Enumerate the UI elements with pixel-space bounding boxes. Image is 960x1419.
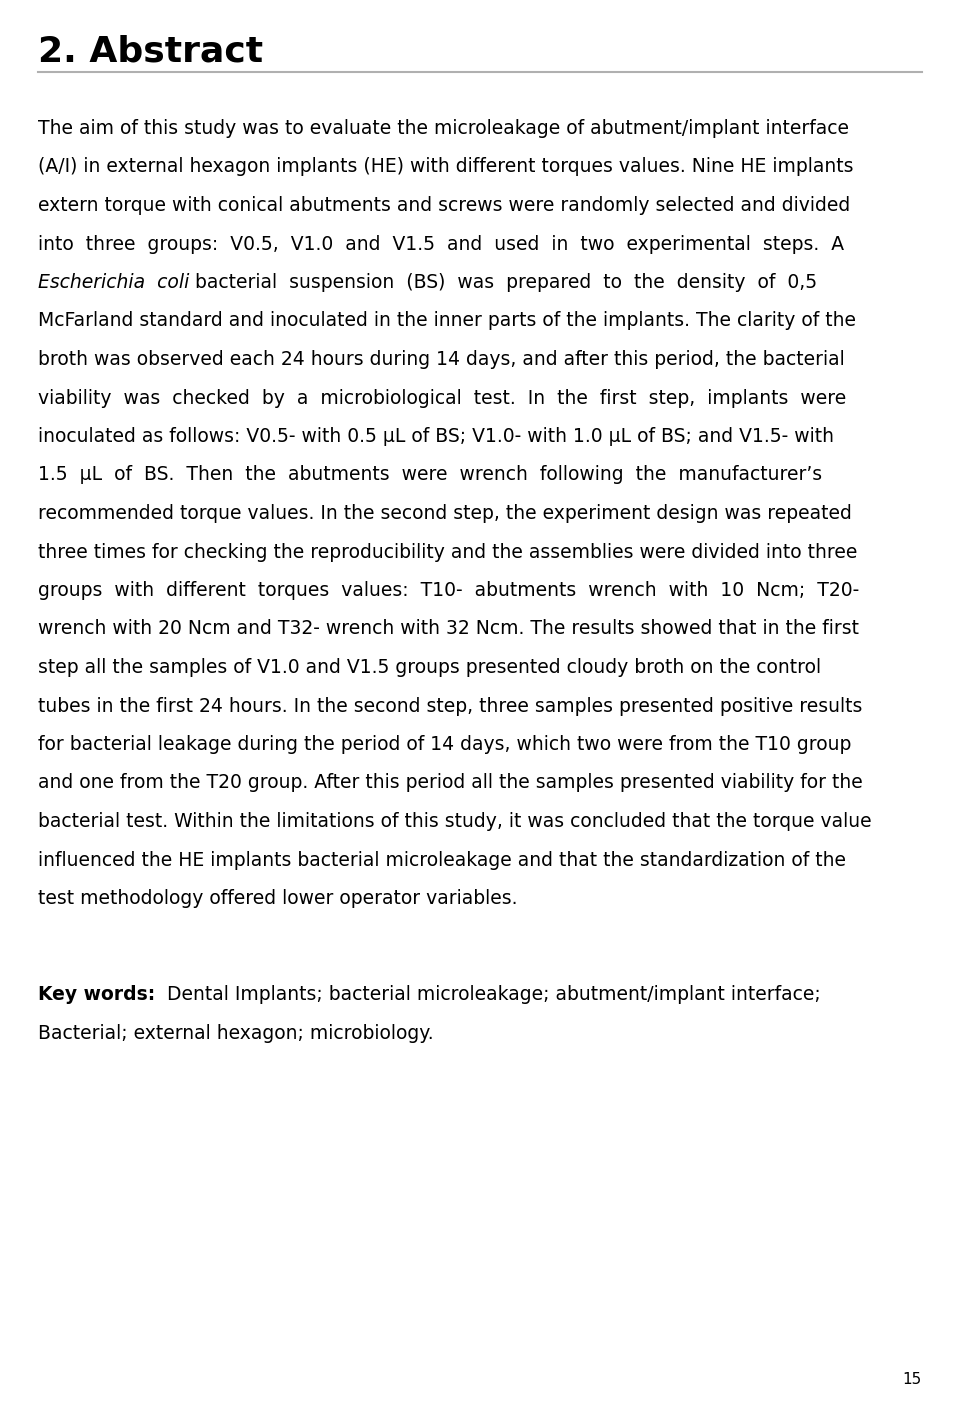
Text: broth was observed each 24 hours during 14 days, and after this period, the bact: broth was observed each 24 hours during … xyxy=(38,350,845,369)
Text: McFarland standard and inoculated in the inner parts of the implants. The clarit: McFarland standard and inoculated in the… xyxy=(38,312,856,331)
Text: wrench with 20 Ncm and T32- wrench with 32 Ncm. The results showed that in the f: wrench with 20 Ncm and T32- wrench with … xyxy=(38,620,859,639)
Text: for bacterial leakage during the period of 14 days, which two were from the T10 : for bacterial leakage during the period … xyxy=(38,735,852,753)
Text: tubes in the first 24 hours. In the second step, three samples presented positiv: tubes in the first 24 hours. In the seco… xyxy=(38,697,862,715)
Text: Dental Implants; bacterial microleakage; abutment/implant interface;: Dental Implants; bacterial microleakage;… xyxy=(156,985,821,1005)
Text: and one from the T20 group. After this period all the samples presented viabilit: and one from the T20 group. After this p… xyxy=(38,773,863,792)
Text: viability  was  checked  by  a  microbiological  test.  In  the  first  step,  i: viability was checked by a microbiologic… xyxy=(38,389,847,407)
Text: The aim of this study was to evaluate the microleakage of abutment/implant inter: The aim of this study was to evaluate th… xyxy=(38,119,849,138)
Text: 15: 15 xyxy=(902,1372,922,1386)
Text: 1.5  μL  of  BS.  Then  the  abutments  were  wrench  following  the  manufactur: 1.5 μL of BS. Then the abutments were wr… xyxy=(38,465,822,484)
Text: step all the samples of V1.0 and V1.5 groups presented cloudy broth on the contr: step all the samples of V1.0 and V1.5 gr… xyxy=(38,658,821,677)
Text: Bacterial; external hexagon; microbiology.: Bacterial; external hexagon; microbiolog… xyxy=(38,1023,434,1043)
Text: bacterial test. Within the limitations of this study, it was concluded that the : bacterial test. Within the limitations o… xyxy=(38,812,872,832)
Text: influenced the HE implants bacterial microleakage and that the standardization o: influenced the HE implants bacterial mic… xyxy=(38,850,846,870)
Text: bacterial  suspension  (BS)  was  prepared  to  the  density  of  0,5: bacterial suspension (BS) was prepared t… xyxy=(189,272,818,292)
Text: three times for checking the reproducibility and the assemblies were divided int: three times for checking the reproducibi… xyxy=(38,542,857,562)
Text: (A/I) in external hexagon implants (HE) with different torques values. Nine HE i: (A/I) in external hexagon implants (HE) … xyxy=(38,158,853,176)
Text: Key words:: Key words: xyxy=(38,985,156,1005)
Text: Escherichia  coli: Escherichia coli xyxy=(38,272,189,292)
Text: groups  with  different  torques  values:  T10-  abutments  wrench  with  10  Nc: groups with different torques values: T1… xyxy=(38,580,859,600)
Text: into  three  groups:  V0.5,  V1.0  and  V1.5  and  used  in  two  experimental  : into three groups: V0.5, V1.0 and V1.5 a… xyxy=(38,234,844,254)
Text: extern torque with conical abutments and screws were randomly selected and divid: extern torque with conical abutments and… xyxy=(38,196,851,216)
Text: recommended torque values. In the second step, the experiment design was repeate: recommended torque values. In the second… xyxy=(38,504,852,524)
Text: inoculated as follows: V0.5- with 0.5 μL of BS; V1.0- with 1.0 μL of BS; and V1.: inoculated as follows: V0.5- with 0.5 μL… xyxy=(38,427,834,446)
Text: test methodology offered lower operator variables.: test methodology offered lower operator … xyxy=(38,888,517,908)
Text: 2. Abstract: 2. Abstract xyxy=(38,34,263,68)
